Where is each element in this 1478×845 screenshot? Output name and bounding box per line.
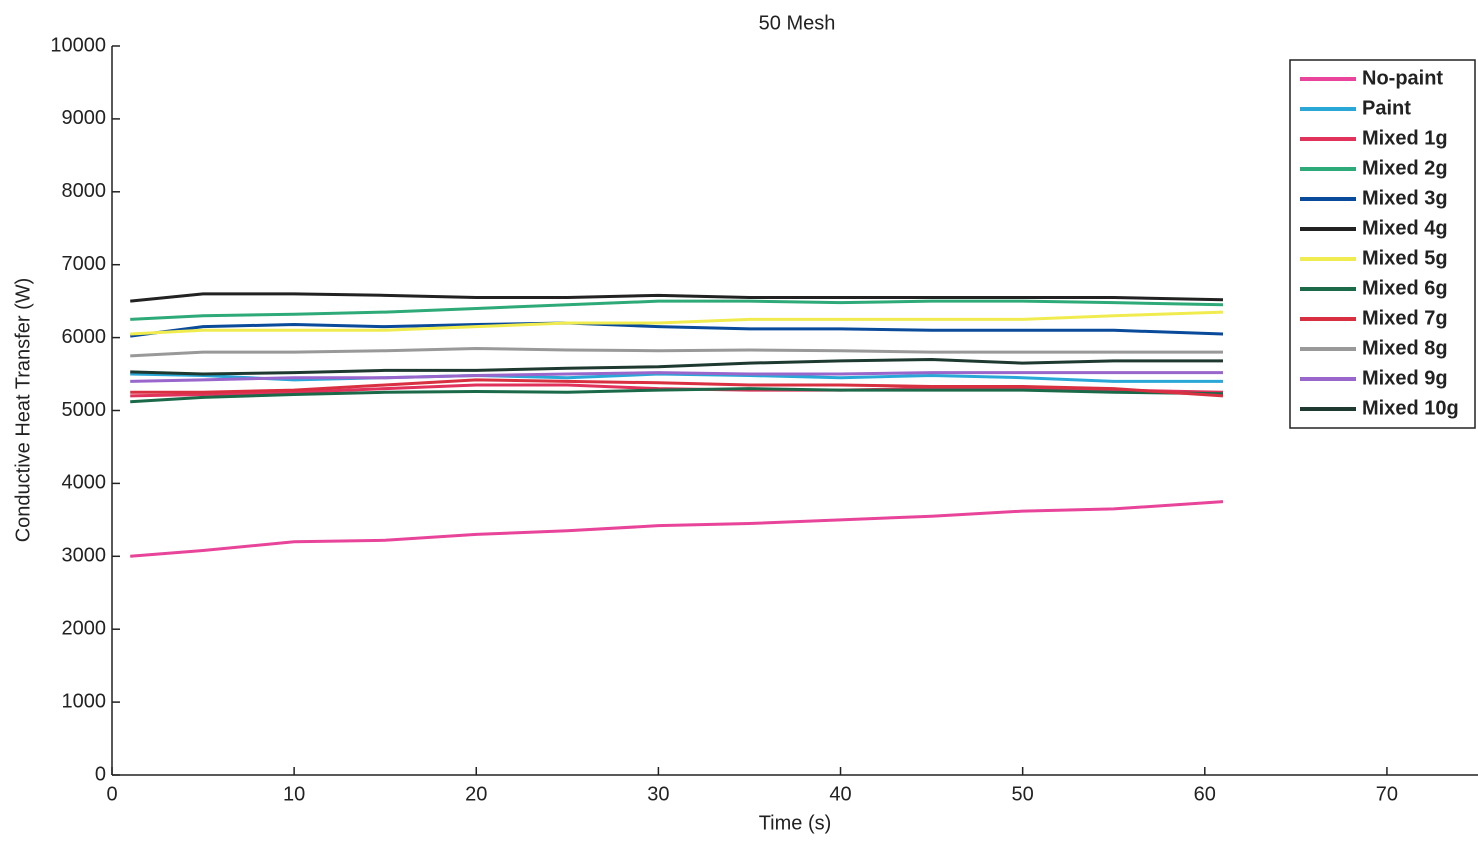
- legend-label: Mixed 4g: [1362, 217, 1448, 239]
- x-tick-label: 70: [1376, 783, 1398, 805]
- legend-label: Mixed 6g: [1362, 277, 1448, 299]
- y-tick-label: 10000: [50, 34, 106, 56]
- y-tick-label: 4000: [62, 472, 107, 494]
- x-axis-label: Time (s): [759, 812, 832, 834]
- legend-label: Mixed 3g: [1362, 187, 1448, 209]
- x-tick-label: 0: [106, 783, 117, 805]
- series-line: [130, 500, 1224, 558]
- legend-label: Mixed 1g: [1362, 127, 1448, 149]
- x-tick-label: 40: [829, 783, 851, 805]
- y-tick-label: 3000: [62, 545, 107, 567]
- legend-box: [1289, 59, 1476, 429]
- series-line: [130, 310, 1224, 336]
- y-tick-label: 2000: [62, 617, 107, 639]
- legend-label: Mixed 9g: [1362, 367, 1448, 389]
- legend-label: Mixed 10g: [1362, 397, 1459, 419]
- y-axis-label: Conductive Heat Transfer (W): [12, 278, 34, 543]
- series-line: [130, 347, 1224, 358]
- x-tick-label: 20: [465, 783, 487, 805]
- x-tick-label: 30: [647, 783, 669, 805]
- series-line: [130, 357, 1224, 376]
- chart-title: 50 Mesh: [759, 12, 836, 34]
- series-line: [130, 299, 1224, 321]
- series-line: [130, 371, 1224, 383]
- x-tick-label: 50: [1012, 783, 1034, 805]
- series-line: [130, 387, 1224, 404]
- series-line: [130, 378, 1224, 398]
- y-tick-label: 5000: [62, 399, 107, 421]
- legend-label: Mixed 7g: [1362, 307, 1448, 329]
- series-line: [130, 292, 1224, 303]
- series-line: [130, 321, 1224, 338]
- legend-label: No-paint: [1362, 67, 1443, 89]
- y-tick-label: 0: [95, 763, 106, 785]
- legend-label: Mixed 2g: [1362, 157, 1448, 179]
- legend-label: Mixed 8g: [1362, 337, 1448, 359]
- x-tick-label: 60: [1194, 783, 1216, 805]
- y-tick-label: 1000: [62, 690, 107, 712]
- y-tick-label: 7000: [62, 253, 107, 275]
- y-tick-label: 6000: [62, 326, 107, 348]
- legend-label: Paint: [1362, 97, 1411, 119]
- y-tick-label: 9000: [62, 107, 107, 129]
- legend-label: Mixed 5g: [1362, 247, 1448, 269]
- x-tick-label: 10: [283, 783, 305, 805]
- y-tick-label: 8000: [62, 180, 107, 202]
